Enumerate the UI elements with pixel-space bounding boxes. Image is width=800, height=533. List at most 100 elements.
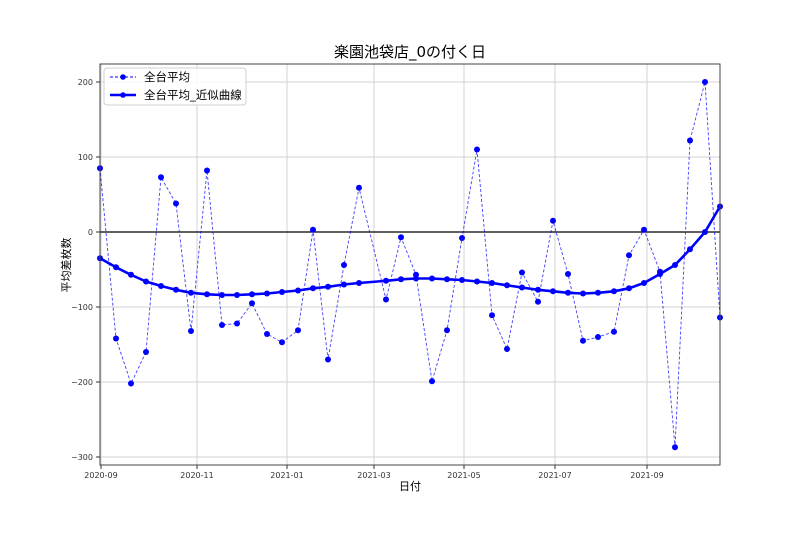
data-point-marker xyxy=(143,349,149,355)
data-point-marker xyxy=(580,337,586,344)
data-point-marker xyxy=(489,280,495,286)
data-point-marker xyxy=(519,284,525,291)
data-point-marker xyxy=(504,282,510,289)
data-point-marker xyxy=(398,276,404,283)
data-point-marker xyxy=(128,380,134,387)
data-point-marker xyxy=(702,229,708,235)
data-point-marker xyxy=(504,346,510,352)
data-point-marker xyxy=(219,292,225,298)
chart-title: 楽園池袋店_0の付く日 xyxy=(334,43,486,62)
legend-marker-icon xyxy=(120,74,126,80)
data-point-marker xyxy=(444,276,450,283)
data-point-marker xyxy=(383,277,389,284)
data-point-marker xyxy=(173,200,179,207)
x-axis-label: 日付 xyxy=(399,480,421,493)
data-point-marker xyxy=(310,285,316,292)
data-point-marker xyxy=(489,312,495,319)
data-point-marker xyxy=(641,280,647,286)
y-tick-label: −300 xyxy=(71,453,93,462)
x-tick-label: 2020-11 xyxy=(180,471,213,480)
legend-marker-icon xyxy=(120,92,126,98)
y-tick-label: −200 xyxy=(71,378,93,387)
data-point-marker xyxy=(565,289,571,296)
data-point-marker xyxy=(204,291,210,298)
data-point-marker xyxy=(459,235,465,241)
data-point-marker xyxy=(550,217,556,224)
data-point-marker xyxy=(295,327,301,334)
data-point-marker xyxy=(474,278,480,285)
data-point-marker xyxy=(341,281,347,288)
data-point-marker xyxy=(188,289,194,296)
x-tick-label: 2021-05 xyxy=(447,471,480,480)
data-point-marker xyxy=(249,300,255,307)
fit-curve-series xyxy=(97,203,723,298)
data-point-marker xyxy=(234,320,240,327)
data-point-marker xyxy=(429,378,435,385)
legend: 全台平均 全台平均_近似曲線 xyxy=(103,67,247,106)
data-point-marker xyxy=(672,444,678,451)
data-point-marker xyxy=(626,252,632,259)
data-point-marker xyxy=(204,167,210,174)
y-tick-label: 0 xyxy=(88,228,93,237)
data-point-marker xyxy=(550,288,556,295)
data-point-marker xyxy=(325,356,331,363)
data-point-marker xyxy=(128,271,134,278)
data-point-marker xyxy=(657,268,663,275)
data-point-marker xyxy=(158,283,164,289)
data-point-marker xyxy=(279,339,285,346)
data-point-marker xyxy=(429,275,435,282)
data-point-marker xyxy=(687,137,693,144)
x-tick-label: 2021-01 xyxy=(270,471,303,480)
data-point-marker xyxy=(113,264,119,271)
data-point-marker xyxy=(279,289,285,295)
data-point-marker xyxy=(113,335,119,342)
data-point-marker xyxy=(595,289,601,296)
data-point-marker xyxy=(626,285,632,292)
data-point-marker xyxy=(310,226,316,233)
legend-box xyxy=(103,67,247,106)
x-tick-label: 2021-07 xyxy=(538,471,571,480)
data-point-marker xyxy=(383,296,389,303)
data-point-marker xyxy=(325,283,331,290)
fit-curve-line xyxy=(99,205,722,297)
data-point-marker xyxy=(264,331,270,337)
data-point-marker xyxy=(444,327,450,334)
data-point-marker xyxy=(356,280,362,286)
data-point-marker xyxy=(474,146,480,153)
data-point-marker xyxy=(611,328,617,335)
data-point-marker xyxy=(158,174,164,181)
data-point-marker xyxy=(519,269,525,276)
y-tick-label: 100 xyxy=(78,153,93,162)
average-line xyxy=(99,81,721,448)
data-point-marker xyxy=(687,246,693,253)
plot-frame xyxy=(99,63,721,466)
data-point-marker xyxy=(234,292,240,298)
data-point-marker xyxy=(173,286,179,293)
y-tick-label: 200 xyxy=(78,78,93,87)
data-point-marker xyxy=(535,298,541,305)
x-tick-label: 2021-09 xyxy=(630,471,663,480)
data-point-marker xyxy=(459,277,465,283)
legend-item-average: 全台平均 xyxy=(144,70,190,84)
y-tick-label: −100 xyxy=(71,303,93,312)
average-series xyxy=(97,79,723,451)
data-point-marker xyxy=(295,287,301,294)
data-point-marker xyxy=(398,234,404,241)
x-tick-label: 2021-03 xyxy=(357,471,390,480)
x-axis-ticks: 2020-09 2020-11 2021-01 2021-03 2021-05 2021-… xyxy=(84,465,664,480)
y-axis-label: 平均差枚数 xyxy=(59,238,73,293)
legend-item-fit-curve: 全台平均_近似曲線 xyxy=(144,88,242,102)
x-tick-label: 2020-09 xyxy=(84,471,117,480)
data-point-marker xyxy=(413,271,419,278)
data-point-marker xyxy=(702,79,708,85)
data-point-marker xyxy=(611,288,617,295)
y-axis-ticks: 200 100 0 −100 −200 −300 xyxy=(71,78,100,462)
data-point-marker xyxy=(188,328,194,334)
data-point-marker xyxy=(264,290,270,297)
data-point-marker xyxy=(672,262,678,268)
data-point-marker xyxy=(249,291,255,298)
data-point-marker xyxy=(341,262,347,268)
data-point-marker xyxy=(580,290,586,297)
data-point-marker xyxy=(595,334,601,340)
